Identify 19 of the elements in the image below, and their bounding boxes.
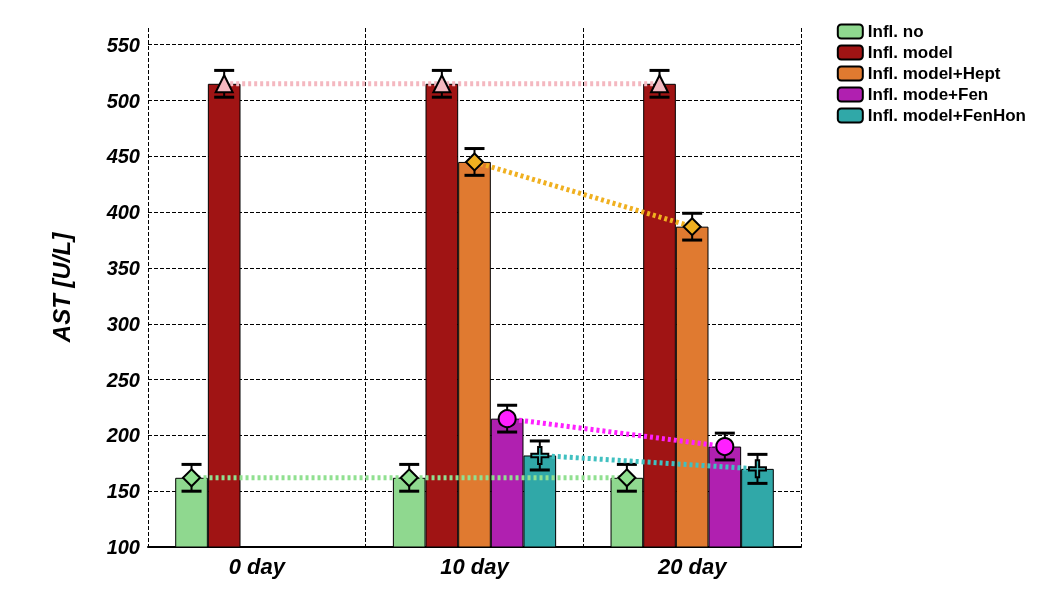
y-tick-label: 150	[106, 480, 140, 503]
legend-label: Infl. model	[867, 43, 953, 62]
legend-label: Infl. no	[867, 22, 924, 41]
y-axis-title: AST [U/L]	[47, 231, 75, 344]
legend-label: Infl. mode+Fen	[867, 85, 989, 104]
x-tick-label: 20 day	[656, 553, 729, 579]
y-tick-label: 250	[105, 368, 140, 391]
y-tick-label: 450	[105, 145, 140, 168]
x-tick-label: 10 day	[440, 553, 511, 579]
y-tick-label: 300	[106, 312, 140, 335]
y-tick-label: 550	[106, 33, 140, 56]
y-tick-label: 350	[106, 256, 140, 279]
legend-label: Infl. model+Hept	[867, 64, 1001, 83]
legend-label: Infl. model+FenHon	[867, 106, 1027, 125]
y-tick-label: 500	[106, 89, 140, 112]
y-tick-label: 200	[105, 424, 140, 447]
y-tick-label: 100	[106, 536, 140, 558]
x-tick-label: 0 day	[228, 553, 287, 579]
y-tick-label: 400	[105, 201, 140, 224]
